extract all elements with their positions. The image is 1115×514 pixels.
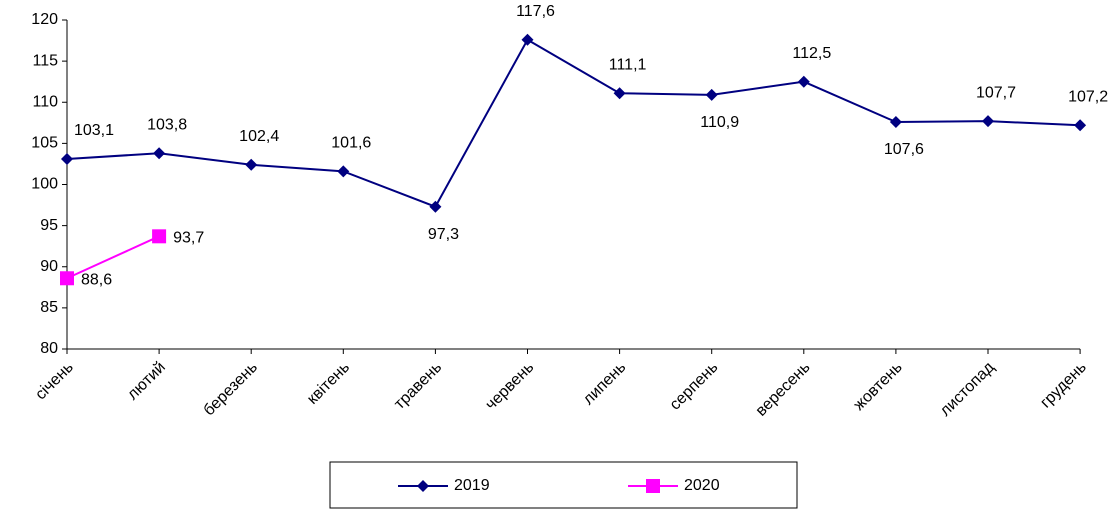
point <box>337 165 350 178</box>
y-tick-label: 90 <box>40 258 58 275</box>
point <box>982 115 994 128</box>
point <box>61 153 73 166</box>
data-label: 103,1 <box>74 122 114 139</box>
point <box>60 271 74 286</box>
y-tick-label: 80 <box>40 340 58 357</box>
x-tick-label: квітень <box>304 359 353 408</box>
x-tick-label: липень <box>580 359 630 409</box>
data-label: 110,9 <box>700 114 739 131</box>
legend-label: 2020 <box>684 477 720 494</box>
x-tick-label: травень <box>391 359 445 413</box>
data-label: 107,6 <box>884 141 924 158</box>
line <box>66 235 160 280</box>
point <box>613 87 626 100</box>
legend-label: 2019 <box>454 477 490 494</box>
x-tick-label: жовтень <box>851 359 906 414</box>
data-label: 112,5 <box>792 45 831 62</box>
y-tick-label: 100 <box>31 176 58 193</box>
point <box>797 75 810 88</box>
line <box>66 38 1081 208</box>
y-tick-label: 110 <box>32 93 58 110</box>
y-tick-label: 105 <box>31 135 58 152</box>
x-tick-label: вересень <box>753 359 814 420</box>
y-tick-label: 120 <box>31 11 58 28</box>
data-label: 101,6 <box>331 135 371 152</box>
data-label: 107,2 <box>1068 88 1108 105</box>
point <box>152 229 167 244</box>
point <box>1074 119 1087 132</box>
data-label: 102,4 <box>239 128 279 145</box>
x-tick-label: листопад <box>937 358 998 419</box>
point <box>521 33 534 46</box>
point <box>153 147 166 160</box>
x-tick-label: серпень <box>667 359 722 414</box>
point <box>889 115 902 128</box>
x-tick-label: червень <box>482 359 537 414</box>
data-label: 107,7 <box>976 84 1016 101</box>
point <box>646 479 660 493</box>
point <box>705 88 718 101</box>
x-tick-label: грудень <box>1037 359 1090 412</box>
data-label: 88,6 <box>81 271 112 288</box>
x-tick-label: лютий <box>124 359 169 404</box>
y-tick-label: 95 <box>40 217 58 234</box>
point <box>245 158 258 171</box>
data-label: 117,6 <box>516 3 555 20</box>
point <box>417 480 429 492</box>
data-label: 97,3 <box>428 226 459 243</box>
y-tick-label: 85 <box>40 299 58 316</box>
x-tick-label: березень <box>201 359 262 420</box>
data-label: 93,7 <box>173 230 204 247</box>
data-label: 111,1 <box>609 56 647 73</box>
y-tick-label: 115 <box>32 52 58 69</box>
data-label: 103,8 <box>147 116 187 133</box>
point <box>429 200 442 213</box>
x-tick-label: січень <box>32 359 77 404</box>
